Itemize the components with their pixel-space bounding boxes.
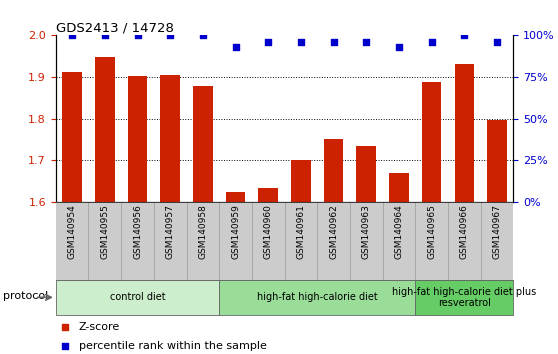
Text: GSM140957: GSM140957 [166,204,175,259]
Bar [95,57,114,202]
Bar [193,86,213,202]
Bar [128,76,147,202]
Text: GSM140963: GSM140963 [362,204,371,259]
FancyBboxPatch shape [56,280,219,315]
Text: GDS2413 / 14728: GDS2413 / 14728 [56,21,174,34]
Text: GSM140960: GSM140960 [264,204,273,259]
Text: GSM140954: GSM140954 [68,204,76,259]
Bar [455,64,474,202]
Point [231,44,240,50]
Point [363,261,372,267]
FancyBboxPatch shape [415,280,513,315]
Text: high-fat high-calorie diet: high-fat high-calorie diet [257,292,378,302]
Point [362,39,371,45]
Point [133,33,142,38]
Text: GSM140967: GSM140967 [493,204,502,259]
Text: control diet: control diet [110,292,165,302]
Bar [487,120,507,202]
Point [329,39,338,45]
Text: GSM140964: GSM140964 [395,204,403,259]
Bar [389,173,409,202]
Point [166,33,175,38]
Text: Z-score: Z-score [79,322,120,332]
Text: GSM140962: GSM140962 [329,204,338,259]
Text: GSM140965: GSM140965 [427,204,436,259]
Text: GSM140961: GSM140961 [296,204,305,259]
Point [395,44,403,50]
Point [264,39,273,45]
Point [427,39,436,45]
Bar [357,145,376,202]
Point [460,33,469,38]
Point [68,33,76,38]
Bar [62,72,82,202]
Text: protocol: protocol [3,291,48,301]
Bar [258,188,278,202]
Bar [226,192,246,202]
Point [100,33,109,38]
Text: GSM140955: GSM140955 [100,204,109,259]
Bar [291,160,311,202]
Text: high-fat high-calorie diet plus
resveratrol: high-fat high-calorie diet plus resverat… [392,286,536,308]
Text: GSM140958: GSM140958 [199,204,208,259]
Bar [160,75,180,202]
Text: GSM140959: GSM140959 [231,204,240,259]
Text: GSM140966: GSM140966 [460,204,469,259]
Bar [422,82,441,202]
Text: percentile rank within the sample: percentile rank within the sample [79,341,267,351]
Point [363,84,372,90]
Point [199,33,208,38]
Point [493,39,502,45]
Bar [324,138,343,202]
Point [296,39,305,45]
Text: GSM140956: GSM140956 [133,204,142,259]
FancyBboxPatch shape [219,280,415,315]
